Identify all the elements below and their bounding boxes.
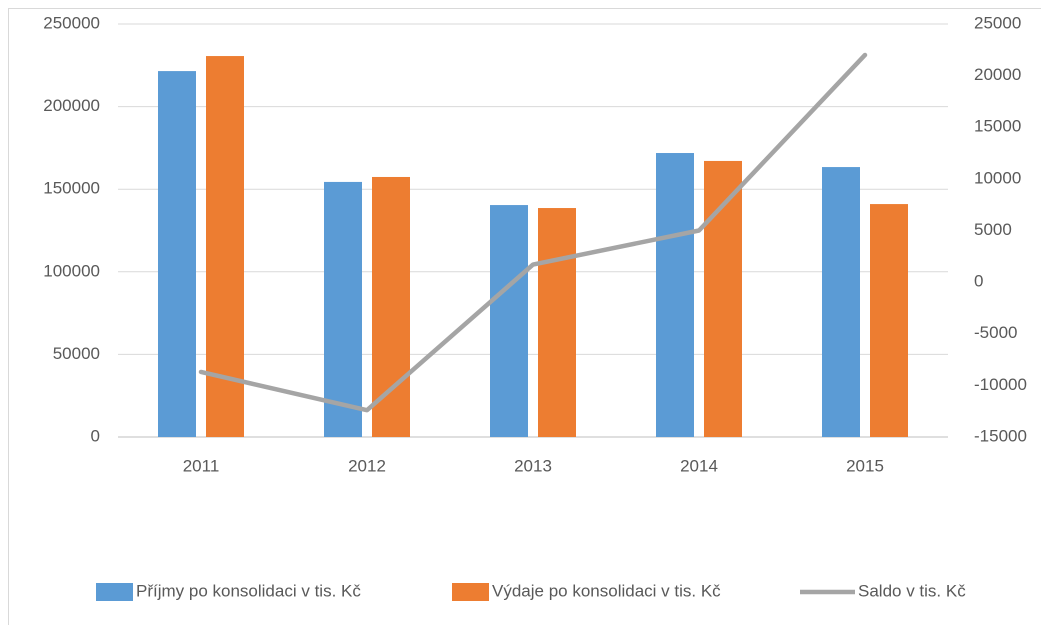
bar xyxy=(372,176,410,437)
chart-frame xyxy=(8,8,1041,625)
y-tick-label: 0 xyxy=(91,426,100,445)
y2-tick-label: -15000 xyxy=(974,426,1027,445)
x-tick-label: 2012 xyxy=(348,456,386,475)
y2-tick-label: 5000 xyxy=(974,220,1012,239)
bar xyxy=(490,205,528,437)
bar xyxy=(822,167,860,437)
legend-label: Výdaje po konsolidaci v tis. Kč xyxy=(492,581,721,600)
y-tick-label: 250000 xyxy=(43,13,100,32)
y2-tick-label: 15000 xyxy=(974,117,1021,136)
x-tick-label: 2014 xyxy=(680,456,718,475)
x-tick-label: 2013 xyxy=(514,456,552,475)
bar xyxy=(324,181,362,437)
y-tick-label: 150000 xyxy=(43,179,100,198)
bar xyxy=(158,71,196,437)
y2-tick-label: 25000 xyxy=(974,13,1021,32)
legend-swatch xyxy=(452,583,489,601)
line xyxy=(198,52,868,413)
x-tick-label: 2015 xyxy=(846,456,884,475)
y2-tick-label: 20000 xyxy=(974,65,1021,84)
legend-label: Příjmy po konsolidaci v tis. Kč xyxy=(136,581,361,600)
x-tick-label: 2011 xyxy=(183,456,220,475)
y2-tick-label: -10000 xyxy=(974,375,1027,394)
y-tick-label: 200000 xyxy=(43,96,100,115)
y-tick-label: 50000 xyxy=(53,344,100,363)
bar xyxy=(656,153,694,438)
y2-tick-label: 0 xyxy=(974,272,983,291)
bar xyxy=(870,204,908,437)
y2-tick-label: 10000 xyxy=(974,168,1021,187)
y2-tick-label: -5000 xyxy=(974,323,1017,342)
legend-label: Saldo v tis. Kč xyxy=(858,581,966,600)
y-tick-label: 100000 xyxy=(43,261,100,280)
bar xyxy=(538,208,576,437)
legend-swatch xyxy=(96,583,133,601)
